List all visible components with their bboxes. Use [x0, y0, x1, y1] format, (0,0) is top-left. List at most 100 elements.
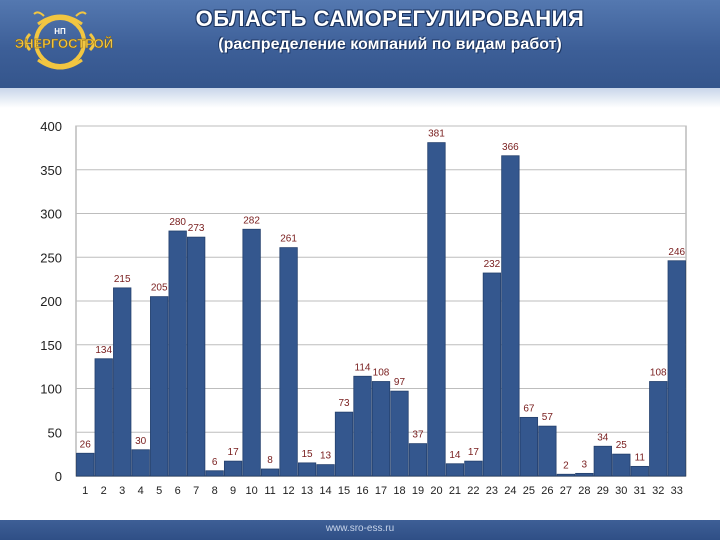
x-tick-label: 5: [156, 485, 162, 497]
bar: [501, 155, 520, 477]
x-tick-label: 11: [264, 485, 275, 497]
logo-top-text: НП: [54, 27, 66, 36]
data-label: 25: [616, 440, 628, 451]
data-label: 3: [582, 459, 588, 470]
bar: [242, 228, 261, 477]
energostroy-logo: НП ЭНЕРГОСТРОЙ: [15, 11, 113, 70]
data-label: 34: [597, 432, 609, 443]
data-label: 215: [114, 274, 131, 285]
bar: [150, 296, 169, 477]
bar: [168, 230, 187, 477]
y-tick-label: 300: [40, 207, 62, 222]
x-tick-label: 30: [615, 485, 627, 497]
footer-bar: www.sro-ess.ru: [0, 520, 720, 540]
x-tick-label: 23: [486, 485, 498, 497]
x-tick-label: 25: [523, 485, 535, 497]
x-tick-label: 32: [652, 485, 664, 497]
data-label: 232: [484, 259, 501, 270]
data-label: 97: [394, 377, 406, 388]
header-shade: [0, 88, 720, 108]
x-tick-label: 29: [597, 485, 609, 497]
x-tick-label: 13: [301, 485, 313, 497]
x-tick-label: 8: [212, 485, 218, 497]
x-tick-label: 9: [230, 485, 236, 497]
x-tick-label: 24: [504, 485, 516, 497]
x-tick-label: 7: [193, 485, 199, 497]
data-label: 67: [523, 403, 535, 414]
data-label: 2: [563, 460, 569, 471]
data-label: 114: [355, 362, 371, 373]
bar: [519, 416, 539, 477]
x-tick-label: 20: [430, 485, 442, 497]
bar: [371, 381, 391, 477]
y-tick-label: 0: [55, 469, 62, 484]
data-label: 8: [267, 455, 273, 466]
x-tick-label: 2: [101, 485, 107, 497]
x-tick-label: 27: [560, 485, 572, 497]
bar: [408, 443, 428, 477]
chart-area: 0 50 100 150 200 250 300 350 400 26 1 134 2 215 3 30 4 20…: [0, 108, 720, 520]
bar: [390, 390, 409, 477]
data-label: 205: [151, 283, 168, 294]
sun-logo-icon: [24, 11, 96, 70]
data-label: 280: [169, 217, 186, 228]
x-tick-label: 31: [634, 485, 646, 497]
x-tick-label: 10: [245, 485, 257, 497]
data-label: 30: [135, 436, 147, 447]
data-label: 17: [468, 447, 480, 458]
bar: [482, 272, 502, 477]
data-label: 11: [635, 452, 646, 463]
x-tick-label: 28: [578, 485, 590, 497]
x-tick-label: 22: [467, 485, 479, 497]
bar: [76, 452, 95, 477]
x-tick-label: 21: [449, 485, 461, 497]
x-tick-label: 19: [412, 485, 424, 497]
data-label: 37: [412, 430, 424, 441]
data-label: 261: [280, 234, 297, 245]
bar: [575, 472, 594, 477]
bar: [131, 449, 150, 477]
data-label: 108: [650, 368, 667, 379]
data-label: 282: [243, 215, 260, 226]
bar: [187, 236, 206, 477]
data-label: 73: [338, 398, 350, 409]
bar: [649, 381, 668, 477]
x-tick-label: 6: [175, 485, 181, 497]
y-tick-label: 50: [48, 425, 62, 440]
data-label: 108: [373, 368, 390, 379]
x-tick-label: 3: [119, 485, 125, 497]
y-tick-label: 100: [40, 382, 62, 397]
logo-wordmark: ЭНЕРГОСТРОЙ: [15, 36, 113, 51]
bar: [223, 460, 243, 477]
data-label: 366: [502, 142, 519, 153]
bar: [297, 462, 317, 477]
bar: [538, 425, 557, 477]
x-tick-label: 16: [356, 485, 368, 497]
bar: [205, 470, 224, 477]
bar: [556, 473, 575, 477]
x-tick-label: 17: [375, 485, 387, 497]
page-subtitle: (распределение компаний по видам работ): [218, 36, 562, 53]
x-tick-label: 14: [319, 485, 331, 497]
bar: [334, 411, 354, 477]
bar: [316, 464, 335, 477]
data-label: 6: [212, 457, 218, 468]
data-label: 15: [301, 449, 313, 460]
bar-chart: 0501001502002503003504002611342215330420…: [40, 119, 687, 497]
bar: [279, 247, 298, 477]
data-label: 381: [428, 129, 445, 140]
y-tick-label: 150: [40, 338, 62, 353]
bar: [667, 260, 686, 477]
page-title: ОБЛАСТЬ САМОРЕГУЛИРОВАНИЯ: [195, 6, 585, 31]
footer-url: www.sro-ess.ru: [325, 523, 395, 534]
bar: [464, 460, 483, 477]
data-label: 273: [188, 223, 205, 234]
y-tick-label: 350: [40, 163, 62, 178]
x-tick-label: 4: [138, 485, 144, 497]
x-tick-label: 12: [282, 485, 294, 497]
bar: [113, 287, 132, 477]
data-label: 246: [668, 247, 685, 258]
x-tick-label: 26: [541, 485, 553, 497]
bar: [593, 445, 612, 477]
bar: [353, 375, 372, 477]
